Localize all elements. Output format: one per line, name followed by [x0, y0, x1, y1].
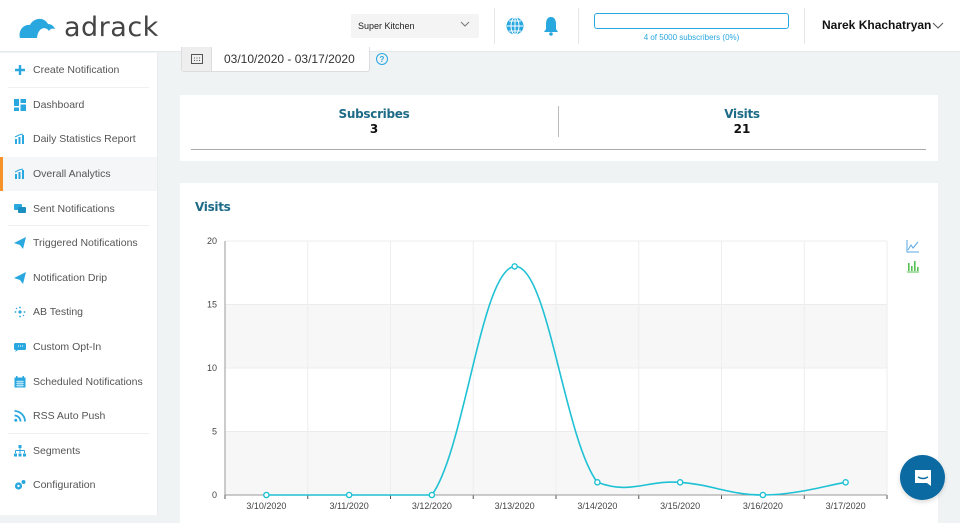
- svg-text:3/17/2020: 3/17/2020: [826, 501, 866, 511]
- visits-line-chart[interactable]: 0 5 10 15 20 3/10/2020 3/11/2020 3/12/2020 3/13/…: [180, 183, 938, 523]
- bar-chart-icon: [14, 133, 26, 145]
- svg-text:3/15/2020: 3/15/2020: [660, 501, 700, 511]
- divider: [494, 8, 495, 44]
- calendar-icon: [14, 375, 26, 388]
- sidebar-item-label: Create Notification: [33, 64, 120, 77]
- bell-icon[interactable]: [542, 15, 560, 37]
- sidebar-item-dashboard[interactable]: Dashboard: [0, 88, 157, 123]
- calendar-icon: [190, 54, 203, 64]
- svg-text:15: 15: [207, 300, 217, 310]
- date-range-value[interactable]: 03/10/2020 - 03/17/2020: [224, 52, 355, 66]
- split-icon: [14, 306, 26, 318]
- sidebar-item-segments[interactable]: Segments: [0, 434, 157, 469]
- svg-text:3/14/2020: 3/14/2020: [577, 501, 617, 511]
- calendar-button[interactable]: [182, 47, 212, 71]
- date-range-picker[interactable]: 03/10/2020 - 03/17/2020: [181, 47, 370, 72]
- svg-text:10: 10: [207, 363, 217, 373]
- svg-text:0: 0: [212, 490, 217, 500]
- sidebar-item-label: Configuration: [33, 479, 96, 492]
- svg-text:5: 5: [212, 427, 217, 437]
- globe-icon[interactable]: [505, 16, 525, 36]
- sidebar-item-label: Sent Notifications: [33, 202, 115, 215]
- svg-text:3/11/2020: 3/11/2020: [329, 501, 368, 511]
- subscribes-stat: Subscribes 3: [194, 107, 554, 136]
- divider: [558, 106, 559, 137]
- sidebar-item-label: Overall Analytics: [33, 168, 111, 181]
- divider: [578, 8, 579, 44]
- sidebar-item-overall-analytics[interactable]: Overall Analytics: [0, 156, 157, 192]
- sidebar-item-scheduled-notifications[interactable]: Scheduled Notifications: [0, 364, 157, 399]
- sitemap-icon: [14, 444, 26, 457]
- divider: [191, 149, 926, 150]
- sidebar-item-label: AB Testing: [33, 306, 84, 319]
- chat-widget-button[interactable]: [900, 455, 945, 500]
- optin-icon: [14, 341, 26, 353]
- chat-bubbles-icon: [14, 203, 26, 215]
- svg-text:3/13/2020: 3/13/2020: [495, 501, 535, 511]
- subscribers-progress-bar: [594, 13, 789, 29]
- logo-text: adrack: [64, 12, 159, 43]
- bar-chart-icon: [14, 168, 26, 180]
- svg-text:3/12/2020: 3/12/2020: [412, 501, 452, 511]
- top-bar: adrack Super Kitchen 4 of 5000 subscribe…: [0, 0, 960, 52]
- visits-stat: Visits 21: [562, 107, 922, 136]
- site-select[interactable]: Super Kitchen: [351, 14, 479, 38]
- chart-title: Visits: [195, 200, 231, 214]
- subscribers-count: 4 of 5000 subscribers (0%): [643, 33, 740, 42]
- svg-text:3/10/2020: 3/10/2020: [246, 501, 286, 511]
- line-chart-icon[interactable]: [906, 240, 920, 253]
- rss-icon: [14, 410, 26, 422]
- plus-icon: [14, 64, 26, 76]
- sidebar-item-ab-testing[interactable]: AB Testing: [0, 295, 157, 330]
- sidebar-item-daily-statistics-report[interactable]: Daily Statistics Report: [0, 122, 157, 157]
- cloud-logo-icon: [19, 18, 55, 38]
- site-select-value: Super Kitchen: [358, 21, 415, 31]
- visits-chart-card: Visits 0 5 10 15 20 3/10/2020 3/11/2020 3/12/20…: [180, 183, 938, 523]
- sidebar-item-configuration[interactable]: Configuration: [0, 468, 157, 503]
- sidebar-item-triggered-notifications[interactable]: Triggered Notifications: [0, 226, 157, 261]
- sidebar-item-create-notification[interactable]: Create Notification: [0, 53, 157, 88]
- sidebar: Create Notification Dashboard Daily Stat…: [0, 53, 158, 515]
- subscribes-label: Subscribes: [338, 107, 410, 121]
- bar-chart-icon[interactable]: [906, 260, 920, 273]
- paper-plane-icon: [14, 237, 26, 250]
- user-menu-name[interactable]: Narek Khachatryan: [822, 18, 932, 32]
- subscribes-value: 3: [369, 122, 379, 136]
- divider: [804, 8, 805, 44]
- sidebar-item-label: Segments: [33, 444, 81, 457]
- gears-icon: [14, 479, 26, 491]
- visits-label: Visits: [724, 107, 760, 121]
- chevron-down-icon[interactable]: [932, 20, 944, 30]
- sidebar-item-label: Custom Opt-In: [33, 341, 102, 354]
- sidebar-item-label: RSS Auto Push: [33, 410, 106, 423]
- stats-card: Subscribes 3 Visits 21: [180, 95, 938, 161]
- sidebar-item-label: Notification Drip: [33, 271, 108, 284]
- sidebar-item-label: Daily Statistics Report: [33, 133, 136, 146]
- sidebar-item-label: Dashboard: [33, 98, 85, 111]
- sidebar-item-label: Scheduled Notifications: [33, 375, 143, 388]
- sidebar-item-custom-opt-in[interactable]: Custom Opt-In: [0, 330, 157, 365]
- chat-icon: [914, 469, 931, 486]
- help-icon[interactable]: ?: [376, 53, 388, 65]
- sidebar-item-rss-auto-push[interactable]: RSS Auto Push: [0, 399, 157, 434]
- dashboard-icon: [14, 98, 26, 111]
- sidebar-item-sent-notifications[interactable]: Sent Notifications: [0, 191, 157, 226]
- sidebar-item-notification-drip[interactable]: Notification Drip: [0, 261, 157, 296]
- chevron-down-icon: [460, 21, 470, 27]
- logo[interactable]: adrack: [18, 12, 159, 43]
- svg-text:20: 20: [207, 236, 217, 246]
- paper-plane-icon: [14, 271, 26, 284]
- visits-value: 21: [733, 122, 751, 136]
- sidebar-item-label: Triggered Notifications: [33, 237, 138, 250]
- svg-text:3/16/2020: 3/16/2020: [743, 501, 783, 511]
